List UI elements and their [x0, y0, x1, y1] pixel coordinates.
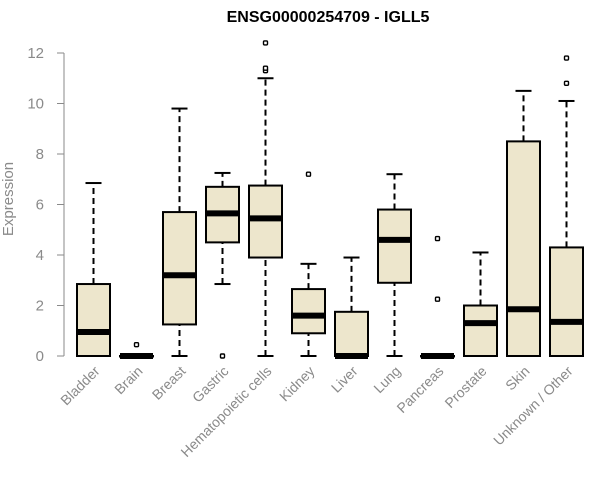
box-kidney [291, 171, 326, 357]
box-lung [377, 173, 412, 357]
y-tick-label: 4 [36, 247, 44, 264]
y-tick-label: 10 [27, 96, 44, 113]
box-rect [377, 208, 412, 284]
box-skin [506, 89, 541, 357]
box-prostate [463, 251, 498, 357]
box-brain [119, 341, 154, 359]
outlier-point [133, 341, 140, 348]
outlier-point [434, 235, 441, 242]
outlier-point [262, 65, 269, 71]
outlier-point [262, 40, 269, 46]
box-liver [334, 256, 369, 359]
x-tick-label: Breast [149, 363, 189, 403]
x-tick-label: Unknown / Other [490, 363, 576, 449]
x-tick-label: Liver [328, 363, 361, 396]
x-tick-label: Lung [370, 363, 403, 396]
outlier-point [219, 353, 226, 359]
box-breast [162, 107, 197, 357]
box-rect [549, 246, 584, 357]
box-rect [76, 283, 111, 358]
y-tick-label: 2 [36, 298, 44, 315]
outlier-point [563, 55, 570, 61]
y-tick-label: 8 [36, 146, 44, 163]
box-rect [334, 310, 369, 357]
box-rect [291, 288, 326, 335]
x-tick-label: Kidney [276, 363, 318, 405]
y-axis-label: Expression [0, 162, 17, 236]
box-rect [463, 304, 498, 357]
x-tick-label: Prostate [441, 363, 489, 411]
y-tick-label: 0 [36, 348, 44, 365]
chart-title: ENSG00000254709 - IGLL5 [227, 9, 430, 26]
y-tick-label: 12 [27, 45, 44, 62]
y-tick-label: 6 [36, 197, 44, 214]
y-axis: 0 2 4 6 8 10 12 [27, 45, 65, 365]
x-tick-label: Bladder [57, 363, 103, 409]
x-tick-label: Pancreas [393, 363, 446, 416]
box-pancreas [420, 235, 455, 359]
x-tick-label: Gastric [189, 363, 232, 406]
box-rect [248, 184, 283, 259]
outlier-point [563, 80, 570, 87]
box-rect [506, 140, 541, 357]
boxes-group [76, 40, 584, 359]
box-hematopoietic-cells [248, 40, 283, 357]
box-bladder [76, 182, 111, 358]
box-rect [162, 211, 197, 326]
x-tick-label: Skin [502, 363, 533, 394]
box-gastric [205, 171, 240, 359]
outlier-point [305, 171, 312, 177]
outlier-point [434, 296, 441, 302]
box-unknown-other [549, 55, 584, 357]
x-tick-label: Brain [111, 363, 145, 397]
